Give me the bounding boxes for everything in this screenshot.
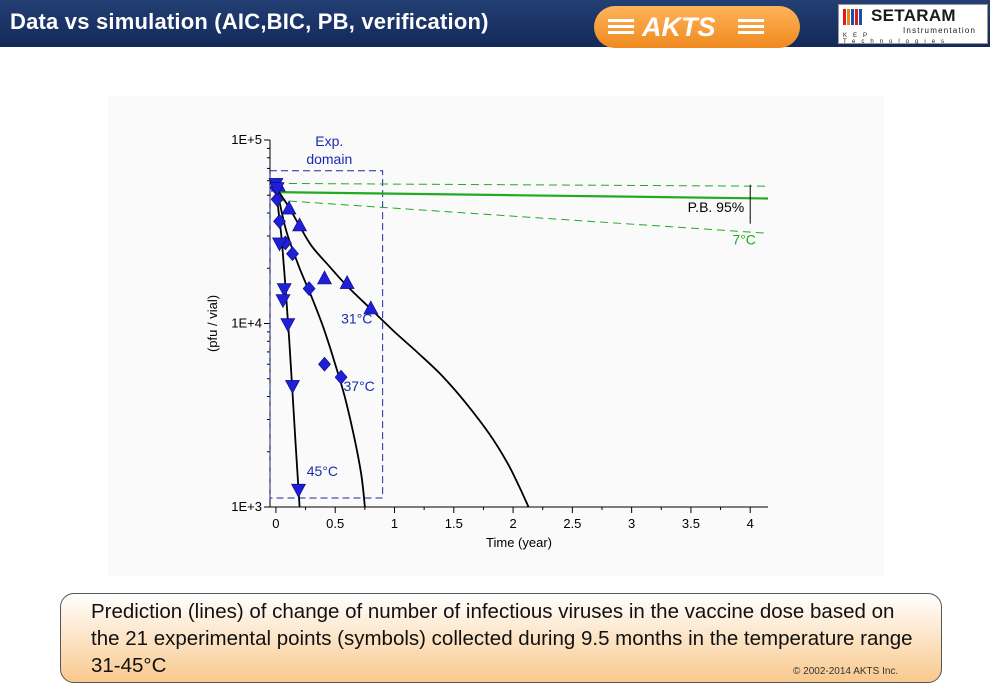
data-point-37c-diamond [302, 281, 316, 297]
setaram-logo: SETARAM Instrumentation KEP Technologies [838, 4, 988, 45]
series-line-31c [275, 187, 530, 508]
data-point-31c-triangle-up [363, 300, 379, 315]
caption-box: Prediction (lines) of change of number o… [60, 593, 942, 683]
data-point-45c-triangle-down [276, 283, 292, 298]
x-tick-label: 1 [391, 516, 398, 531]
chart: 1E+3 1E+4 1E+5 0 0.5 1 1.5 2 2.5 3 3.5 4 Time (year)… [205, 132, 769, 550]
logo-stripes-icon [738, 19, 764, 37]
exp-domain-label: Exp. [315, 133, 343, 149]
series-line-45c [275, 183, 301, 508]
x-tick-label: 0 [272, 516, 279, 531]
x-tick-label: 3 [628, 516, 635, 531]
y-axis-label: (pfu / vial) [205, 295, 220, 352]
x-tick-label: 2 [509, 516, 516, 531]
data-point-45c-triangle-down [275, 294, 291, 309]
data-point-45c-triangle-down [290, 483, 307, 498]
caption-text: Prediction (lines) of change of number o… [91, 600, 913, 677]
setaram-logo-sub: Instrumentation [903, 26, 977, 35]
data-point-37c-diamond [286, 246, 299, 262]
data-point-45c-triangle-down [271, 237, 288, 252]
y-tick-label: 1E+3 [231, 499, 262, 514]
pb-label: P.B. 95% [688, 199, 745, 215]
x-tick-label: 0.5 [326, 516, 344, 531]
x-tick-label: 4 [747, 516, 754, 531]
exp-domain-box [269, 170, 384, 499]
band-upper-7c [275, 182, 769, 187]
x-axis-label: Time (year) [486, 535, 552, 550]
data-point-37c-diamond [334, 369, 348, 385]
data-point-37c-diamond [273, 213, 286, 229]
series-label: 31°C [341, 311, 372, 327]
slide-title: Data vs simulation (AIC,BIC, PB, verific… [10, 9, 489, 34]
data-point-45c-triangle-down [284, 380, 301, 395]
x-tick-label: 2.5 [563, 516, 581, 531]
series-line-7c [275, 191, 769, 200]
copyright-text: © 2002-2014 AKTS Inc. [793, 666, 899, 677]
data-point-37c-diamond [318, 356, 331, 372]
x-tick-label: 1.5 [445, 516, 463, 531]
x-tick-label: 3.5 [682, 516, 700, 531]
data-point-31c-triangle-up [316, 270, 333, 285]
chart-panel [108, 96, 884, 576]
header-bar: Data vs simulation (AIC,BIC, PB, verific… [0, 0, 990, 48]
series-label: 37°C [344, 378, 375, 394]
exp-domain-label: domain [306, 151, 352, 167]
akts-logo: AKTS [594, 6, 800, 48]
data-point-31c-triangle-up [339, 274, 355, 289]
series-label: 7°C [732, 231, 756, 247]
data-point-37c-diamond [270, 191, 284, 207]
band-lower-7c [275, 199, 769, 234]
logo-stripes-icon [608, 19, 634, 37]
y-tick-label: 1E+5 [231, 132, 262, 147]
series-label: 45°C [307, 463, 338, 479]
setaram-bars-icon [843, 9, 865, 25]
setaram-logo-text: SETARAM [871, 6, 956, 25]
data-point-31c-triangle-up [281, 200, 297, 215]
data-point-45c-triangle-down [280, 318, 296, 333]
data-point-31c-triangle-up [292, 217, 308, 232]
data-point-45c-triangle-down [269, 182, 285, 197]
setaram-logo-sub2: KEP Technologies [843, 33, 951, 45]
akts-logo-text: AKTS [642, 12, 716, 42]
series-line-37c [275, 183, 366, 508]
y-tick-label: 1E+4 [231, 316, 262, 331]
